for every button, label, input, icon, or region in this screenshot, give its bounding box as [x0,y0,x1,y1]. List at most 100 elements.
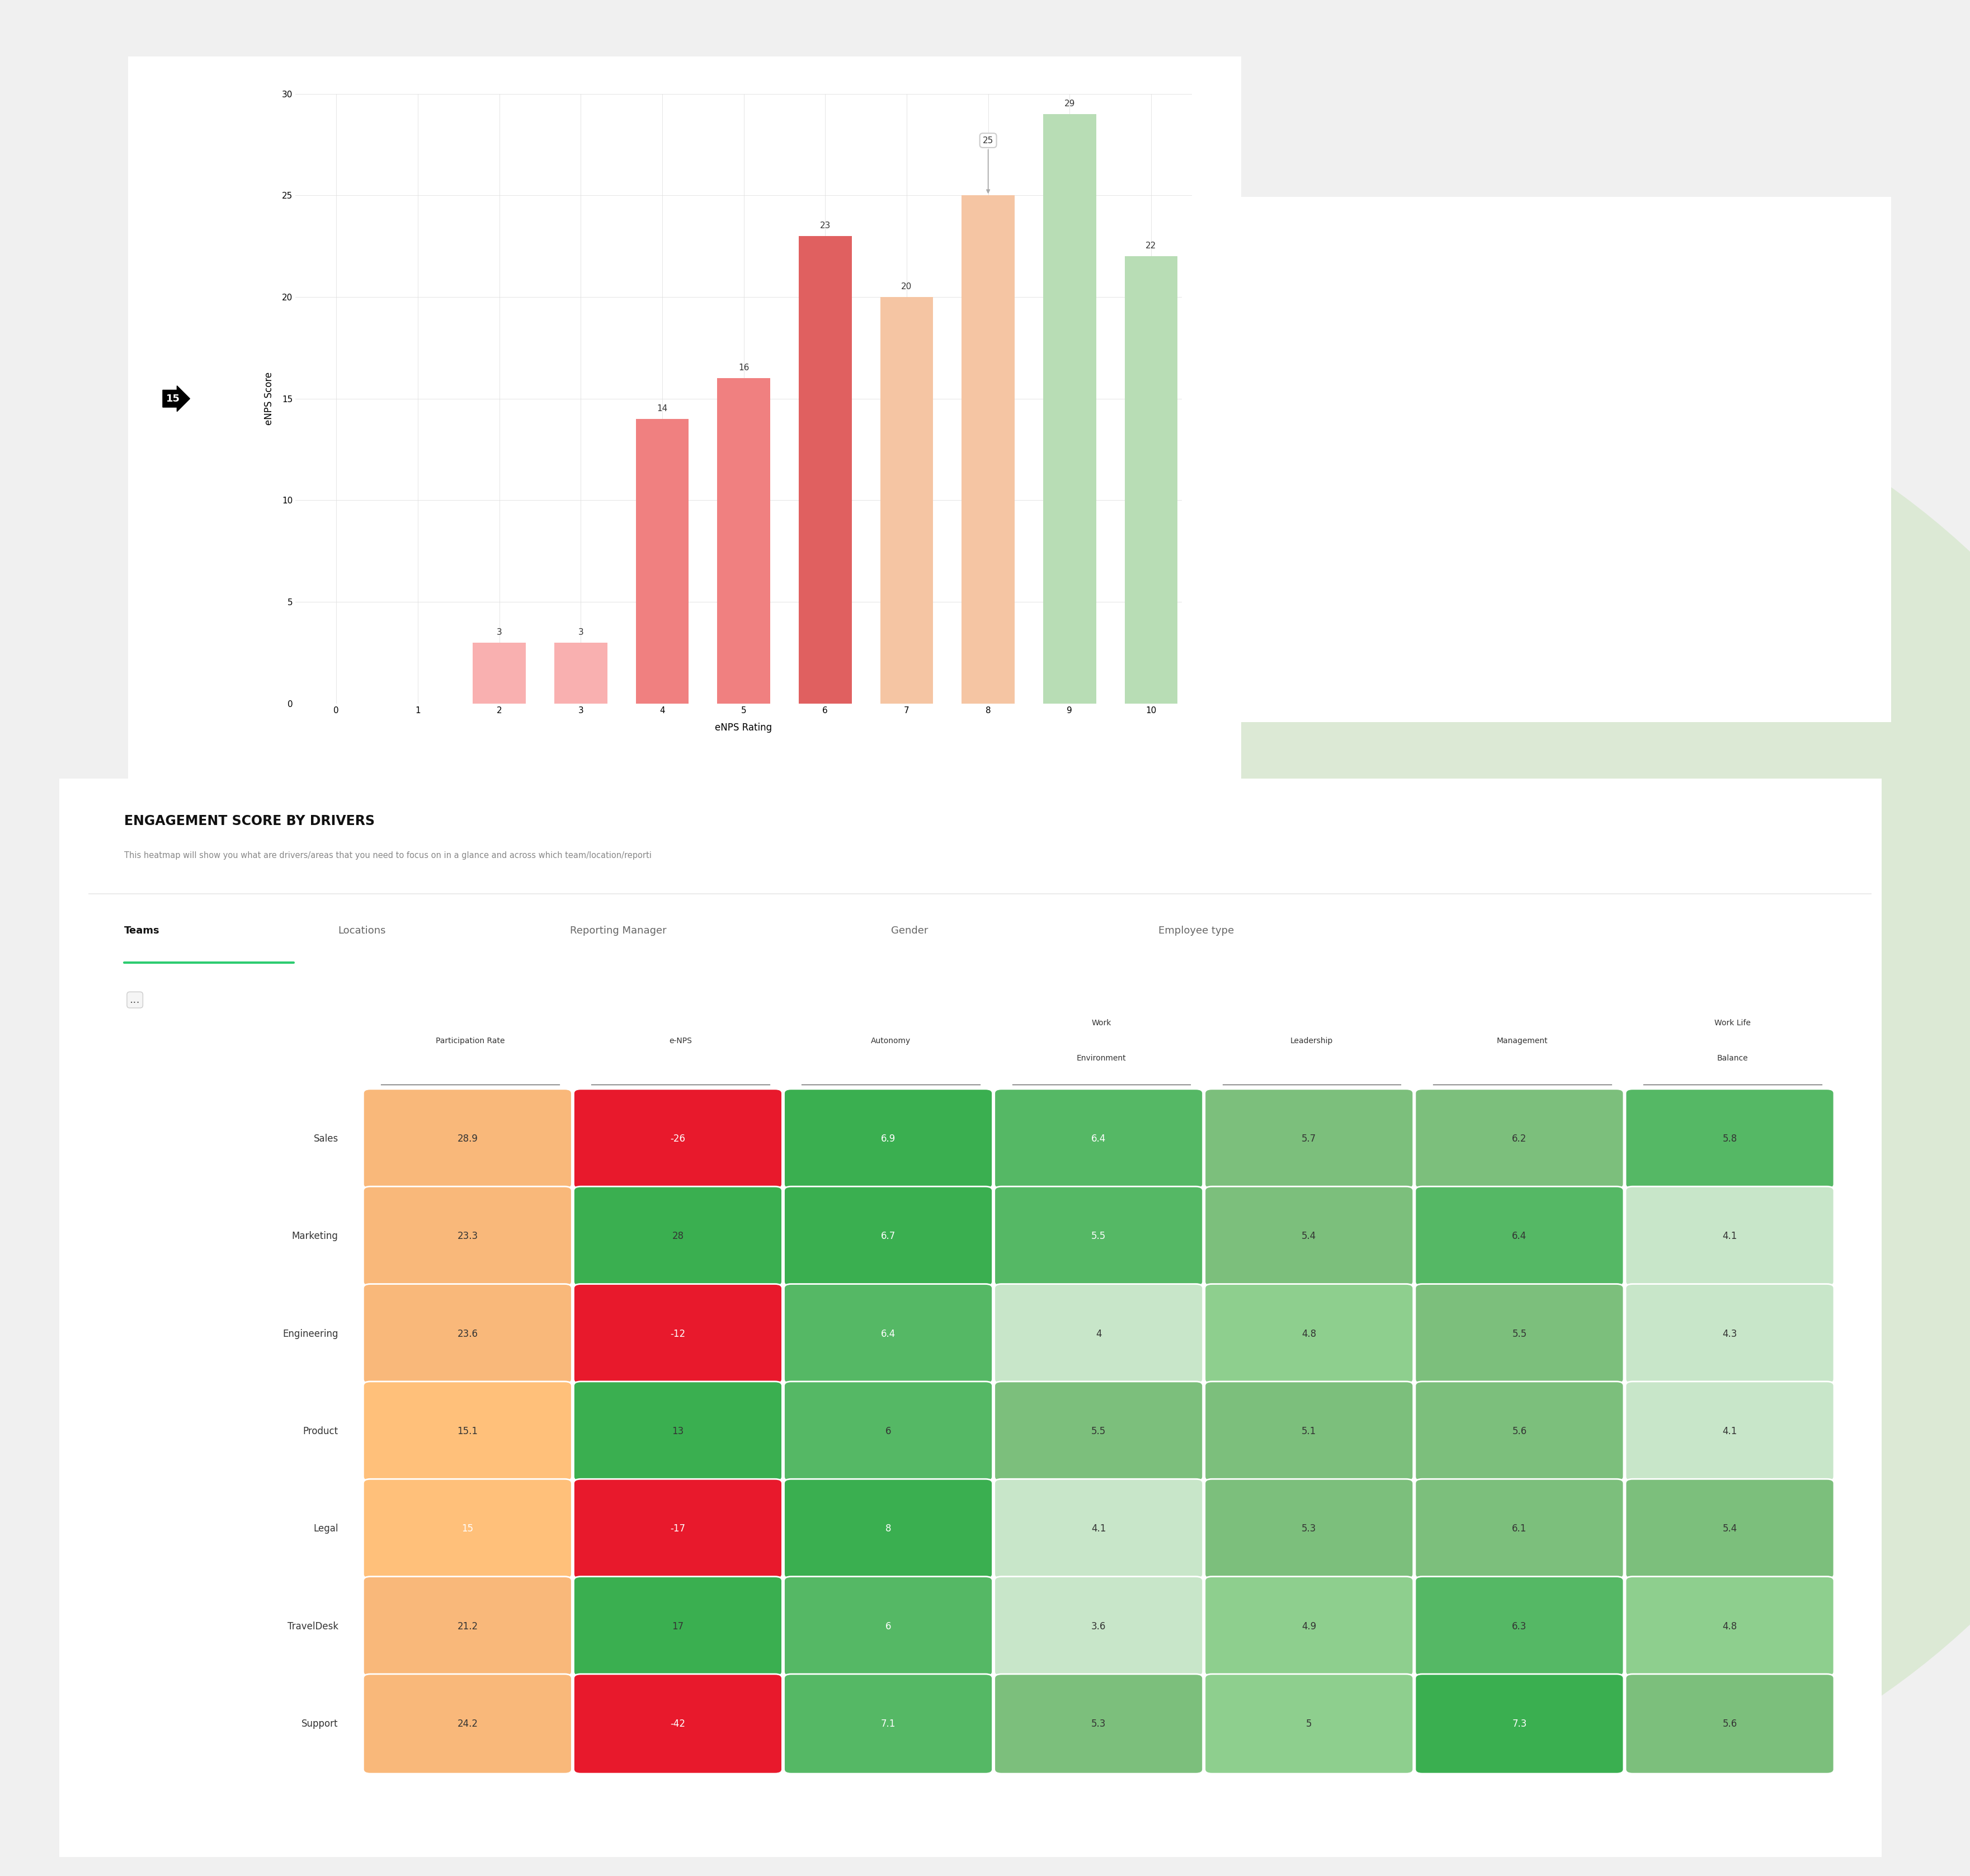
FancyBboxPatch shape [573,1283,782,1384]
FancyBboxPatch shape [784,1381,993,1482]
Text: 62.6% ↓ decrease from previous survey: 62.6% ↓ decrease from previous survey [1239,623,1426,632]
Text: 5.6: 5.6 [1513,1426,1527,1437]
Text: 6.1: 6.1 [1513,1523,1527,1535]
Text: 5.6: 5.6 [1722,1718,1738,1730]
Text: 20: 20 [900,283,912,291]
Bar [881,296,934,704]
FancyBboxPatch shape [573,1673,782,1773]
Text: 5.3: 5.3 [1091,1718,1105,1730]
Text: 5.7: 5.7 [1302,1133,1316,1144]
FancyBboxPatch shape [1206,1673,1412,1773]
FancyBboxPatch shape [41,767,1899,1868]
Text: Employee type: Employee type [1158,925,1233,936]
Text: 23.3: 23.3 [457,1231,479,1242]
FancyBboxPatch shape [1160,182,1913,737]
Text: Autonomy: Autonomy [871,1037,910,1045]
Text: 17: 17 [672,1621,684,1632]
Text: This heatmap will show you what are drivers/areas that you need to focus on in a: This heatmap will show you what are driv… [124,852,652,859]
FancyBboxPatch shape [1625,1673,1834,1773]
FancyBboxPatch shape [1414,1673,1623,1773]
Text: 25: 25 [983,137,993,193]
FancyBboxPatch shape [995,1088,1204,1189]
Text: 23: 23 [820,221,831,231]
Text: e-NPS: e-NPS [670,1037,691,1045]
Text: Balance: Balance [1718,1054,1747,1062]
FancyBboxPatch shape [1206,1283,1412,1384]
Text: 6.2: 6.2 [1513,1133,1527,1144]
Text: 28.9: 28.9 [457,1133,479,1144]
Text: 5.4: 5.4 [1722,1523,1738,1535]
Text: 5.4: 5.4 [1302,1231,1316,1242]
Text: 5.5: 5.5 [1091,1231,1105,1242]
FancyBboxPatch shape [106,41,1263,812]
FancyBboxPatch shape [1625,1088,1834,1189]
Text: 6.4: 6.4 [1513,1231,1527,1242]
Text: Work Life: Work Life [1714,1019,1751,1028]
Text: Work: Work [1091,1019,1111,1028]
FancyBboxPatch shape [1414,1186,1623,1287]
FancyBboxPatch shape [1206,1381,1412,1482]
FancyBboxPatch shape [784,1283,993,1384]
Text: 4.1: 4.1 [1722,1426,1738,1437]
FancyBboxPatch shape [1414,1088,1623,1189]
Text: Locations: Locations [339,925,386,936]
Text: 7.3: 7.3 [1513,1718,1527,1730]
Text: TravelDesk: TravelDesk [288,1621,339,1632]
Text: 3.6: 3.6 [1091,1621,1105,1632]
FancyBboxPatch shape [362,1088,571,1189]
FancyBboxPatch shape [573,1186,782,1287]
Text: -26: -26 [670,1133,686,1144]
Text: 24.2: 24.2 [457,1718,479,1730]
FancyBboxPatch shape [1625,1381,1834,1482]
FancyBboxPatch shape [1206,1478,1412,1578]
Bar [1044,114,1095,704]
FancyBboxPatch shape [362,1186,571,1287]
FancyBboxPatch shape [995,1576,1204,1675]
Text: Teams: Teams [124,925,160,936]
Bar [1125,257,1178,704]
Text: Management: Management [1497,1037,1548,1045]
Text: 15: 15 [461,1523,473,1535]
Text: Engineering: Engineering [282,1328,339,1339]
Text: 23.6: 23.6 [457,1328,479,1339]
Text: 22: 22 [1147,242,1156,250]
Text: 4.8: 4.8 [1302,1328,1316,1339]
Text: 5.1: 5.1 [1302,1426,1316,1437]
Text: Gender: Gender [890,925,928,936]
FancyBboxPatch shape [1625,1283,1834,1384]
FancyBboxPatch shape [995,1186,1204,1287]
Text: 6: 6 [885,1621,890,1632]
Text: 6: 6 [885,1426,890,1437]
Text: -17: -17 [670,1523,686,1535]
Y-axis label: eNPS Score: eNPS Score [264,371,274,426]
Text: 15: 15 [165,394,181,403]
Text: 5.3: 5.3 [1302,1523,1316,1535]
FancyBboxPatch shape [1414,1576,1623,1675]
Text: Legal: Legal [313,1523,339,1535]
Text: -42: -42 [670,1718,686,1730]
FancyBboxPatch shape [1625,1576,1834,1675]
FancyBboxPatch shape [784,1186,993,1287]
FancyBboxPatch shape [362,1673,571,1773]
FancyBboxPatch shape [1206,1186,1412,1287]
FancyBboxPatch shape [784,1088,993,1189]
Text: 15.1: 15.1 [457,1426,479,1437]
Bar [473,642,526,704]
Text: 4.9: 4.9 [1302,1621,1316,1632]
FancyBboxPatch shape [573,1576,782,1675]
Text: 6.9: 6.9 [881,1133,896,1144]
Text: Support: Support [301,1718,339,1730]
Text: -12: -12 [670,1328,686,1339]
FancyBboxPatch shape [1206,1088,1412,1189]
Text: ENGAGEMENT SCORE BY DRIVERS: ENGAGEMENT SCORE BY DRIVERS [124,814,374,827]
Text: 16: 16 [739,364,749,371]
Text: 4: 4 [1095,1328,1101,1339]
Text: 21.2: 21.2 [457,1621,479,1632]
Bar [798,236,851,704]
FancyBboxPatch shape [1625,1478,1834,1578]
FancyBboxPatch shape [995,1381,1204,1482]
FancyBboxPatch shape [362,1283,571,1384]
Text: Reporting Manager: Reporting Manager [569,925,666,936]
FancyBboxPatch shape [784,1673,993,1773]
Text: 3: 3 [496,628,502,636]
